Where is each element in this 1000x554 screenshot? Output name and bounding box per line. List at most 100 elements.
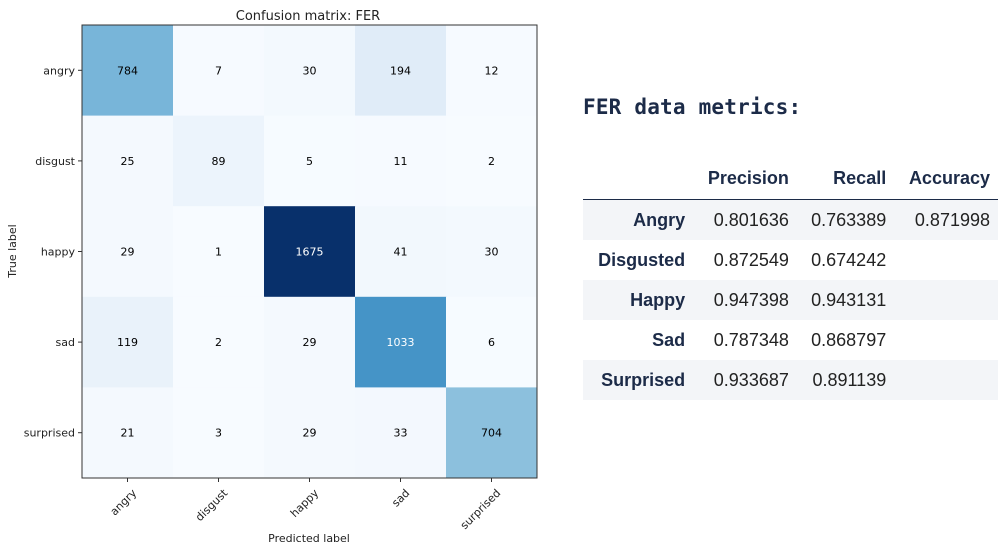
heatmap-cell (355, 115, 447, 207)
heatmap-cell (82, 296, 174, 388)
heatmap-cell (82, 387, 174, 479)
cell-value-label: 33 (394, 427, 408, 440)
heatmap-cell (264, 115, 356, 207)
cell-value-label: 3 (215, 427, 222, 440)
header-blank (583, 165, 694, 200)
x-tick-label: happy (288, 486, 322, 520)
x-tick-label: disgust (193, 486, 231, 524)
recall-value: 0.868797 (811, 329, 887, 350)
heatmap-cell (82, 206, 174, 298)
heatmap-cell (355, 387, 447, 479)
cell-value-label: 704 (481, 427, 502, 440)
metrics-row-disgusted: Disgusted 0.872549 0.674242 (583, 240, 998, 280)
accuracy-value (894, 360, 998, 400)
accuracy-value: 0.871998 (914, 209, 990, 230)
cell-value-label: 7 (215, 64, 222, 77)
heatmap-cell (173, 25, 265, 117)
cell-value-label: 41 (394, 246, 408, 259)
precision-value: 0.947398 (713, 289, 789, 310)
metrics-row-sad: Sad 0.787348 0.868797 (583, 320, 998, 360)
precision-value: 0.872549 (713, 249, 789, 270)
metrics-table: Precision Recall Accuracy Angry 0.801636… (583, 165, 998, 400)
heatmap-cell (173, 115, 265, 207)
x-tick-label: sad (389, 487, 412, 510)
precision-value: 0.787348 (713, 329, 789, 350)
y-tick-label: angry (43, 64, 75, 77)
cell-value-label: 89 (212, 155, 226, 168)
heatmap-cell (446, 206, 538, 298)
heatmap-cell (446, 25, 538, 117)
recall-value: 0.891139 (812, 369, 887, 390)
cell-value-label: 11 (394, 155, 408, 168)
cell-value-label: 194 (390, 64, 411, 77)
row-label: Happy (630, 289, 686, 310)
metrics-panel: FER data metrics: Precision Recall Accur… (583, 95, 998, 400)
row-label: Surprised (601, 369, 686, 390)
x-axis-label: Predicted label (268, 532, 350, 545)
heatmap-cell (173, 296, 265, 388)
precision-value: 0.933687 (713, 369, 789, 390)
heatmap-cell (355, 25, 447, 117)
x-tick-label: surprised (458, 487, 503, 532)
metrics-title: FER data metrics: (583, 95, 802, 119)
heatmap-cell (82, 115, 174, 207)
cell-value-label: 30 (303, 64, 317, 77)
cell-value-label: 25 (121, 155, 135, 168)
cell-value-label: 30 (485, 246, 499, 259)
y-axis-label: True label (6, 224, 19, 278)
cell-value-label: 29 (303, 336, 317, 349)
header-accuracy: Accuracy (894, 165, 998, 200)
cell-value-label: 119 (117, 336, 138, 349)
y-tick-label: happy (41, 246, 76, 259)
cell-value-label: 12 (485, 64, 499, 77)
heatmap-cell (446, 296, 538, 388)
heatmap-cell (82, 25, 174, 117)
metrics-row-surprised: Surprised 0.933687 0.891139 (583, 360, 998, 400)
cell-value-label: 1675 (296, 246, 324, 259)
metrics-header-row: Precision Recall Accuracy (583, 165, 998, 200)
heatmap-cell (173, 206, 265, 298)
heatmap-cell (264, 206, 356, 298)
metrics-row-angry: Angry 0.801636 0.763389 0.871998 (583, 199, 998, 240)
heatmap-cell (264, 296, 356, 388)
y-tick-label: sad (56, 336, 75, 349)
x-tick-labels: angry disgust happy sad surprised (108, 478, 503, 532)
recall-value: 0.943131 (811, 289, 887, 310)
cell-value-label: 29 (121, 246, 135, 259)
heatmap-cell (173, 387, 265, 479)
heatmap-cell (264, 387, 356, 479)
recall-value: 0.763389 (811, 209, 887, 230)
row-label: Disgusted (598, 249, 686, 270)
accuracy-value (894, 320, 998, 360)
heatmap-cell (264, 25, 356, 117)
y-tick-label: disgust (35, 155, 75, 168)
heatmap-cell (355, 206, 447, 298)
header-precision: Precision (693, 165, 797, 200)
recall-value: 0.674242 (811, 249, 887, 270)
cell-value-label: 784 (117, 64, 138, 77)
header-recall: Recall (796, 165, 895, 200)
heatmap-cells: 784 7 30 194 12 25 89 5 11 2 29 1 1675 41 30 119 2 29 1033… (82, 25, 538, 479)
cell-value-label: 2 (488, 155, 495, 168)
accuracy-value (894, 280, 998, 320)
cell-value-label: 2 (215, 336, 222, 349)
precision-value: 0.801636 (713, 209, 789, 230)
x-tick-label: angry (108, 486, 140, 518)
cell-value-label: 21 (121, 427, 135, 440)
heatmap-cell (355, 296, 447, 388)
y-tick-labels: angry disgust happy sad surprised (24, 64, 82, 440)
cell-value-label: 6 (488, 336, 495, 349)
cell-value-label: 1 (215, 246, 222, 259)
cell-value-label: 29 (303, 427, 317, 440)
cell-value-label: 1033 (387, 336, 415, 349)
metrics-row-happy: Happy 0.947398 0.943131 (583, 280, 998, 320)
accuracy-value (894, 240, 998, 280)
y-tick-label: surprised (24, 427, 75, 440)
row-label: Angry (633, 209, 686, 230)
cell-value-label: 5 (306, 155, 313, 168)
chart-title: Confusion matrix: FER (236, 9, 380, 24)
heatmap-cell (446, 115, 538, 207)
heatmap-cell (446, 387, 538, 479)
row-label: Sad (652, 329, 686, 350)
